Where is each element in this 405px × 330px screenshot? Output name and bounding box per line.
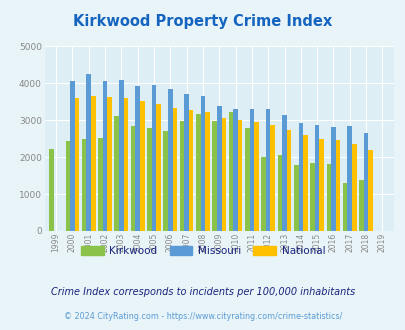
- Bar: [216, 106, 221, 231]
- Bar: [70, 81, 75, 231]
- Bar: [196, 114, 200, 231]
- Bar: [119, 80, 124, 231]
- Bar: [147, 128, 151, 231]
- Bar: [326, 164, 330, 231]
- Bar: [130, 126, 135, 231]
- Bar: [330, 127, 335, 231]
- Bar: [286, 130, 291, 231]
- Bar: [367, 150, 372, 231]
- Bar: [249, 109, 254, 231]
- Text: Crime Index corresponds to incidents per 100,000 inhabitants: Crime Index corresponds to incidents per…: [51, 287, 354, 297]
- Bar: [163, 131, 168, 231]
- Bar: [140, 101, 144, 231]
- Bar: [91, 96, 95, 231]
- Bar: [49, 149, 54, 231]
- Bar: [335, 140, 339, 231]
- Bar: [188, 110, 193, 231]
- Bar: [184, 93, 188, 231]
- Bar: [261, 157, 265, 231]
- Bar: [86, 74, 91, 231]
- Bar: [98, 138, 102, 231]
- Text: © 2024 CityRating.com - https://www.cityrating.com/crime-statistics/: © 2024 CityRating.com - https://www.city…: [64, 312, 341, 321]
- Bar: [358, 180, 363, 231]
- Bar: [135, 86, 140, 231]
- Bar: [314, 125, 319, 231]
- Bar: [168, 89, 172, 231]
- Bar: [233, 110, 237, 231]
- Bar: [172, 108, 177, 231]
- Bar: [277, 155, 281, 231]
- Bar: [156, 104, 160, 231]
- Bar: [265, 109, 270, 231]
- Bar: [82, 139, 86, 231]
- Bar: [303, 135, 307, 231]
- Bar: [151, 85, 156, 231]
- Bar: [75, 98, 79, 231]
- Text: Kirkwood Property Crime Index: Kirkwood Property Crime Index: [73, 14, 332, 29]
- Bar: [319, 139, 323, 231]
- Bar: [363, 133, 367, 231]
- Bar: [228, 112, 233, 231]
- Legend: Kirkwood, Missouri, National: Kirkwood, Missouri, National: [77, 242, 328, 260]
- Bar: [212, 121, 216, 231]
- Bar: [342, 183, 347, 231]
- Bar: [254, 121, 258, 231]
- Bar: [205, 112, 209, 231]
- Bar: [107, 97, 112, 231]
- Bar: [351, 144, 356, 231]
- Bar: [124, 98, 128, 231]
- Bar: [293, 165, 298, 231]
- Bar: [347, 126, 351, 231]
- Bar: [270, 125, 274, 231]
- Bar: [281, 115, 286, 231]
- Bar: [179, 121, 184, 231]
- Bar: [114, 116, 119, 231]
- Bar: [237, 120, 242, 231]
- Bar: [298, 123, 303, 231]
- Bar: [309, 163, 314, 231]
- Bar: [102, 81, 107, 231]
- Bar: [65, 141, 70, 231]
- Bar: [244, 128, 249, 231]
- Bar: [221, 118, 226, 231]
- Bar: [200, 96, 205, 231]
